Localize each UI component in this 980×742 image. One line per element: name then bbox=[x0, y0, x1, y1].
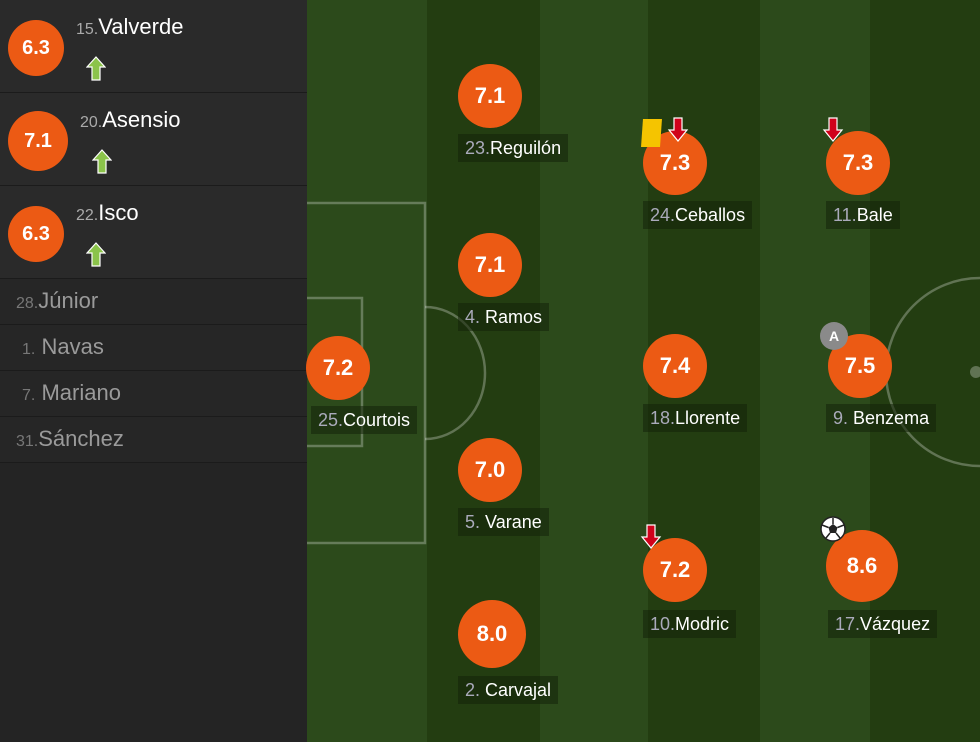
rating-badge: 8.0 bbox=[458, 600, 526, 668]
player-label: 23.Reguilón bbox=[458, 134, 569, 162]
player-number: 22. bbox=[76, 207, 99, 224]
pitch: 7.2 25.Courtois 7.1 23.Reguilón 7.1 4. R… bbox=[306, 0, 980, 742]
player-number: 15. bbox=[76, 21, 99, 38]
player-number: 20. bbox=[80, 114, 103, 131]
sub-row[interactable]: 6.3 22.Isco bbox=[0, 186, 307, 279]
bench-row[interactable]: 28.Júnior bbox=[0, 279, 307, 325]
player-label: 2. Carvajal bbox=[458, 676, 559, 704]
substitutes-panel: 6.3 15.Valverde 7.1 20.Asensio 6.3 22.Is… bbox=[0, 0, 307, 742]
rating-badge: 7.1 bbox=[8, 111, 68, 171]
rating-badge: 7.2 bbox=[306, 336, 370, 400]
player-name: Mariano bbox=[41, 380, 121, 405]
bench-row[interactable]: 31.Sánchez bbox=[0, 417, 307, 463]
player-label: 10.Modric bbox=[643, 610, 737, 638]
player-name: Valverde bbox=[98, 14, 184, 39]
player-label: 5. Varane bbox=[458, 508, 549, 536]
rating-badge: 7.1 bbox=[458, 233, 522, 297]
player-name: Sánchez bbox=[38, 426, 124, 451]
player-number: 28. bbox=[16, 295, 39, 312]
player-name: Asensio bbox=[102, 107, 181, 132]
player-label: 18.Llorente bbox=[643, 404, 748, 432]
player-name: Júnior bbox=[38, 288, 99, 313]
player-label: 24.Ceballos bbox=[643, 201, 753, 229]
bench-row[interactable]: 7. Mariano bbox=[0, 371, 307, 417]
sub-row[interactable]: 7.1 20.Asensio bbox=[0, 93, 307, 186]
player-name: Navas bbox=[41, 334, 104, 359]
player-label: 9. Benzema bbox=[826, 404, 937, 432]
player-label: 11.Bale bbox=[826, 201, 900, 229]
player-label: 4. Ramos bbox=[458, 303, 550, 331]
rating-badge: 7.3 bbox=[826, 131, 890, 195]
ball-icon bbox=[820, 516, 846, 542]
player-name: Isco bbox=[98, 200, 139, 225]
player-number: 1. bbox=[22, 341, 36, 358]
rating-badge: 7.4 bbox=[643, 334, 707, 398]
rating-badge: 7.0 bbox=[458, 438, 522, 502]
sub-row[interactable]: 6.3 15.Valverde bbox=[0, 0, 307, 93]
yellow-card-icon bbox=[641, 119, 662, 147]
bench-row[interactable]: 1. Navas bbox=[0, 325, 307, 371]
arrow-down-icon bbox=[667, 117, 689, 142]
player-number: 31. bbox=[16, 433, 39, 450]
arrow-up-icon bbox=[92, 149, 112, 174]
rating-badge: 7.2 bbox=[643, 538, 707, 602]
rating-badge: 6.3 bbox=[8, 206, 64, 262]
arrow-up-icon bbox=[86, 56, 106, 81]
captain-badge: A bbox=[820, 322, 848, 350]
player-label: 25.Courtois bbox=[311, 406, 418, 434]
rating-badge: 6.3 bbox=[8, 20, 64, 76]
arrow-up-icon bbox=[86, 242, 106, 267]
player-number: 7. bbox=[22, 387, 36, 404]
player-label: 17.Vázquez bbox=[828, 610, 938, 638]
rating-badge: 8.6 bbox=[826, 530, 898, 602]
rating-badge: 7.5 bbox=[828, 334, 892, 398]
rating-badge: 7.1 bbox=[458, 64, 522, 128]
arrow-down-icon bbox=[822, 117, 844, 142]
arrow-down-icon bbox=[640, 524, 662, 549]
